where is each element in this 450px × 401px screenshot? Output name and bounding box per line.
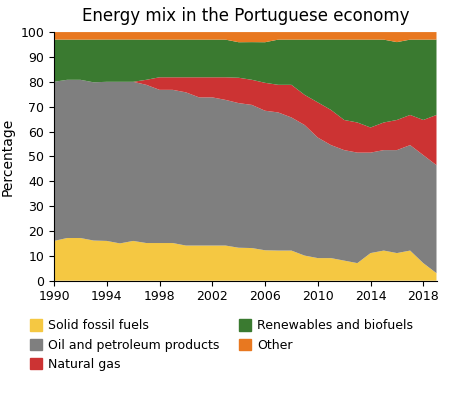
Y-axis label: Percentage: Percentage bbox=[1, 117, 15, 196]
Title: Energy mix in the Portuguese economy: Energy mix in the Portuguese economy bbox=[81, 7, 409, 25]
Legend: Solid fossil fuels, Oil and petroleum products, Natural gas, Renewables and biof: Solid fossil fuels, Oil and petroleum pr… bbox=[30, 319, 413, 371]
